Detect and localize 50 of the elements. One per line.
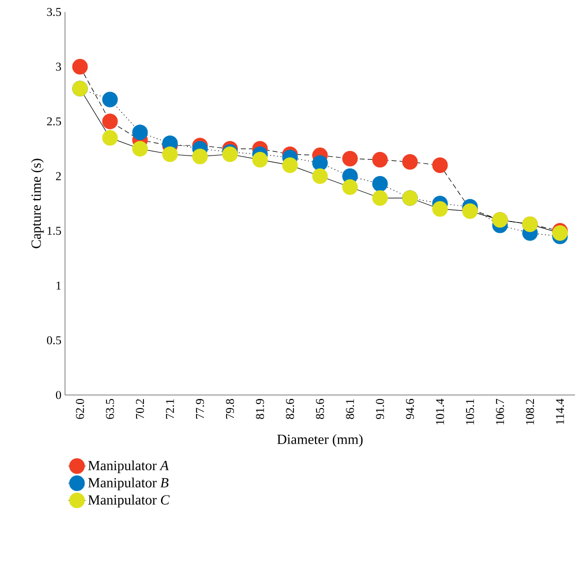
x-tick-label: 63.5: [106, 398, 114, 419]
x-axis-title: Diameter (mm): [277, 434, 363, 447]
point: [312, 168, 328, 184]
point: [342, 150, 358, 166]
x-tick-label: 82.6: [286, 398, 294, 419]
y-tick-label: 2: [56, 172, 61, 180]
legend-label: Manipulator C: [88, 494, 170, 508]
point: [132, 124, 148, 140]
point: [372, 190, 388, 206]
point: [372, 152, 388, 168]
x-tick-label: 70.2: [136, 399, 144, 419]
y-tick-label: 3.5: [47, 8, 62, 16]
point: [432, 201, 448, 217]
x-tick-label: 77.9: [196, 399, 204, 419]
point: [192, 148, 208, 164]
point: [162, 146, 178, 162]
point: [72, 58, 88, 75]
x-tick-label: 86.1: [346, 399, 354, 419]
y-tick-label: 0.5: [46, 336, 62, 344]
point: [342, 179, 358, 195]
point: [282, 157, 298, 173]
y-tick-label: 2.5: [47, 117, 62, 126]
x-tick-label: 101.4: [436, 398, 444, 424]
x-tick-label: 94.6: [406, 398, 414, 420]
x-tick-label: 72.1: [166, 399, 174, 419]
point: [432, 157, 448, 173]
x-tick-label: 114.4: [556, 398, 564, 424]
y-tick-label: 1: [56, 282, 61, 290]
legend-label: Manipulator B: [88, 478, 168, 490]
point: [102, 92, 118, 108]
point: [312, 155, 328, 171]
point: [402, 154, 418, 170]
x-tick-label: 106.7: [496, 398, 504, 424]
x-tick-label: 81.9: [256, 399, 264, 419]
point: [372, 176, 388, 192]
y-tick-label: 0: [56, 390, 62, 400]
x-tick-label: 108.2: [526, 399, 534, 424]
point: [132, 140, 148, 157]
legend-label: Manipulator A: [88, 460, 169, 474]
point: [252, 152, 268, 168]
x-tick-label: 79.8: [226, 398, 234, 419]
y-tick-label: 1.5: [48, 226, 62, 235]
point: [102, 114, 118, 130]
x-tick-label: 105.1: [466, 399, 474, 424]
y-tick-label: 3: [56, 62, 62, 71]
x-tick-label: 91.0: [376, 398, 384, 420]
y-axis-title: Capture time (s): [31, 158, 44, 248]
x-tick-label: 85.6: [316, 398, 324, 419]
point: [102, 130, 118, 146]
x-tick-label: 62.0: [76, 398, 84, 419]
